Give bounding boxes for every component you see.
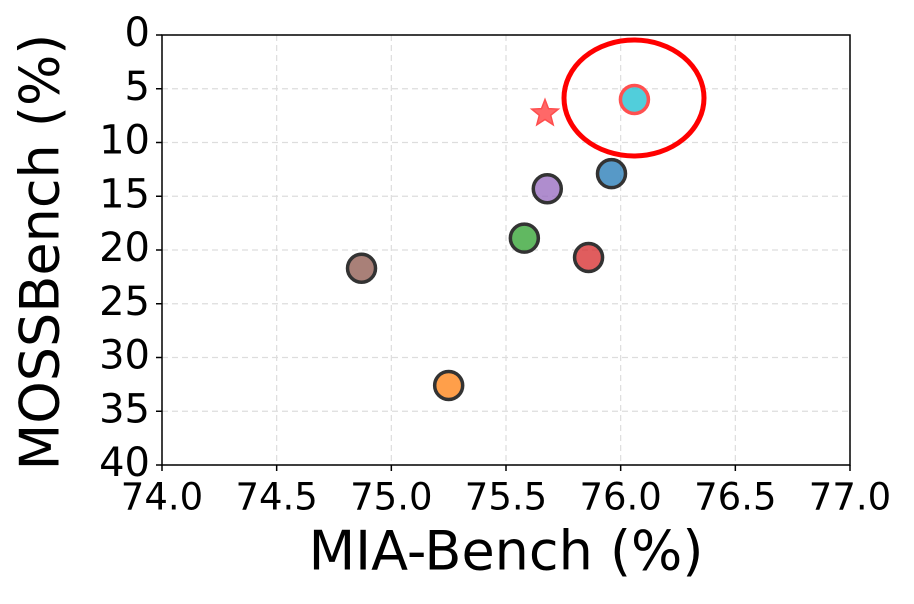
point — [508, 222, 541, 254]
point — [529, 97, 561, 127]
y-tick-label: 35 — [99, 386, 150, 432]
y-tick-label: 10 — [99, 118, 150, 164]
x-tick-label: 76.5 — [694, 476, 776, 519]
x-axis-label: MIA-Bench (%) — [309, 520, 704, 583]
y-tick-label: 20 — [99, 225, 150, 271]
y-tick-label: 25 — [99, 279, 150, 325]
grid — [161, 34, 851, 466]
point — [595, 157, 628, 190]
x-tick-label: 75.5 — [465, 476, 547, 519]
x-tick-label: 76.0 — [579, 476, 661, 519]
x-tick-label: 77.0 — [809, 476, 891, 519]
marks — [345, 83, 651, 402]
x-tick-label: 75.0 — [350, 476, 432, 519]
y-tick-label: 30 — [99, 333, 150, 379]
x-tick-label: 74.0 — [121, 476, 203, 519]
y-tick-label: 5 — [125, 64, 150, 110]
highlight-ellipse — [561, 37, 707, 159]
point — [618, 83, 651, 116]
y-axis-label: MOSSBench (%) — [9, 34, 72, 471]
y-tick-label: 15 — [99, 171, 150, 217]
point — [531, 172, 564, 205]
x-tick-label: 74.5 — [235, 476, 317, 519]
point — [345, 252, 378, 285]
y-tick-label: 40 — [99, 440, 150, 486]
point — [572, 241, 605, 274]
point — [432, 369, 465, 402]
y-tick-label: 0 — [125, 10, 150, 56]
